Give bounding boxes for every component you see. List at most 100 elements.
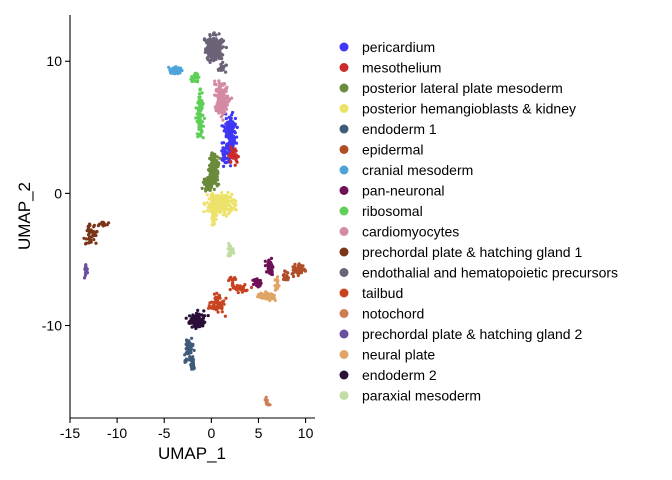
legend-key: [339, 329, 349, 339]
data-point: [233, 156, 237, 160]
legend-key: [339, 186, 349, 195]
data-point: [190, 367, 194, 371]
data-point: [233, 276, 237, 280]
data-point: [215, 102, 219, 106]
data-point: [208, 185, 212, 189]
data-point: [221, 60, 225, 64]
data-point: [193, 76, 198, 80]
data-point: [193, 71, 197, 75]
data-point: [185, 343, 189, 347]
legend-label: cardiomyocytes: [362, 224, 459, 240]
data-point: [256, 278, 260, 283]
data-point: [228, 117, 233, 121]
data-point: [223, 87, 227, 91]
data-point: [197, 125, 201, 129]
y-axis-title: UMAP_2: [15, 182, 34, 250]
data-point: [224, 214, 228, 218]
data-point: [283, 269, 287, 273]
data-point: [232, 152, 236, 156]
data-point: [84, 237, 89, 241]
data-point: [188, 350, 192, 354]
legend-label: neural plate: [362, 347, 435, 363]
data-point: [212, 163, 216, 167]
data-point: [275, 282, 279, 286]
data-point: [214, 217, 218, 221]
data-point: [266, 402, 270, 406]
data-point: [229, 159, 233, 164]
data-point: [231, 149, 236, 153]
legend-label: mesothelium: [362, 60, 441, 76]
data-point: [204, 47, 208, 52]
data-point: [223, 156, 227, 160]
data-point: [218, 210, 222, 214]
data-point: [296, 264, 300, 268]
data-point: [233, 116, 237, 121]
data-point: [263, 264, 267, 268]
data-point: [218, 197, 222, 201]
data-point: [216, 297, 220, 301]
data-point: [214, 33, 218, 37]
legend-label: posterior hemangioblasts & kidney: [362, 101, 576, 117]
legend-key: [339, 227, 349, 236]
data-point: [217, 293, 221, 297]
data-point: [267, 267, 271, 271]
data-point: [196, 114, 200, 118]
data-point: [200, 91, 204, 95]
data-point: [226, 247, 230, 251]
data-point: [204, 177, 208, 182]
data-point: [194, 319, 198, 323]
data-point: [202, 201, 206, 205]
legend-label: endothalial and hematopoietic precursors: [362, 265, 618, 281]
legend-key: [339, 83, 349, 93]
data-point: [215, 184, 219, 188]
data-point: [205, 209, 209, 213]
data-point: [212, 197, 216, 201]
legend-key: [339, 206, 349, 216]
data-point: [211, 209, 215, 213]
data-point: [233, 124, 237, 128]
data-point: [224, 193, 228, 197]
data-point: [198, 134, 202, 138]
data-point: [229, 145, 233, 149]
data-point: [234, 199, 238, 203]
data-point: [217, 79, 221, 83]
data-point: [97, 222, 102, 226]
data-point: [218, 85, 222, 89]
data-point: [267, 258, 271, 262]
data-point: [197, 92, 201, 96]
legend-key: [339, 309, 349, 318]
data-point: [194, 116, 198, 120]
data-point: [229, 124, 233, 128]
data-point: [191, 321, 195, 325]
data-point: [211, 206, 215, 210]
data-point: [201, 314, 205, 318]
data-point: [197, 312, 201, 316]
data-point: [83, 266, 87, 270]
data-point: [196, 308, 200, 312]
data-point: [236, 291, 240, 295]
legend-label: epidermal: [362, 142, 423, 158]
data-point: [191, 358, 195, 362]
data-point: [249, 285, 254, 290]
data-point: [235, 135, 239, 139]
data-point: [202, 309, 206, 313]
data-point: [238, 285, 242, 289]
data-point: [235, 125, 239, 129]
data-point: [198, 117, 202, 121]
data-point: [213, 48, 217, 53]
data-point: [201, 113, 205, 117]
x-tick-label: -10: [107, 425, 127, 441]
data-point: [212, 31, 216, 36]
data-point: [191, 362, 196, 366]
legend-label: notochord: [362, 306, 424, 322]
data-point: [94, 230, 99, 234]
data-point: [219, 53, 223, 57]
data-point: [292, 267, 296, 271]
data-point: [197, 95, 201, 99]
data-point: [216, 164, 220, 168]
data-point: [221, 158, 225, 162]
data-point: [197, 127, 201, 131]
data-point: [260, 292, 264, 296]
data-point: [234, 203, 238, 207]
